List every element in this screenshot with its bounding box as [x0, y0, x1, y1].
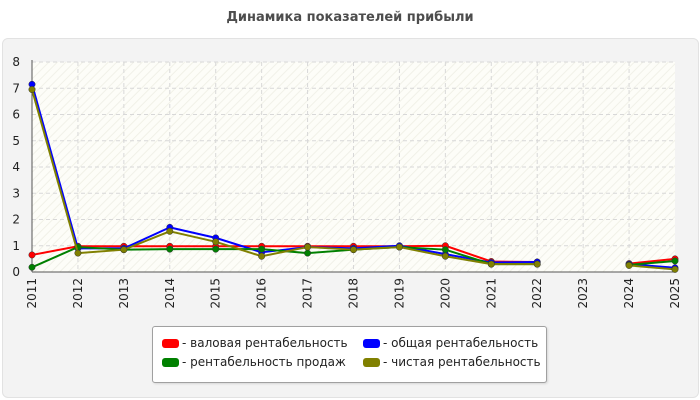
y-tick-label: 1 [12, 239, 20, 253]
data-point [533, 260, 541, 268]
y-tick-label: 5 [12, 134, 20, 148]
legend-swatch [363, 357, 380, 367]
data-point [671, 257, 679, 265]
legend-item: - чистая рентабельность [363, 354, 541, 370]
data-point [120, 246, 128, 254]
data-point [28, 263, 36, 271]
data-point [441, 252, 449, 260]
x-tick-label: 2018 [347, 278, 361, 309]
data-point [395, 243, 403, 251]
legend-item: - общая рентабельность [363, 335, 538, 351]
y-tick-label: 3 [12, 186, 20, 200]
grid-lines [32, 61, 675, 272]
x-tick-label: 2014 [163, 278, 177, 309]
y-tick-labels: 0 1 2 3 4 5 6 7 8 [12, 55, 20, 279]
series-line [31, 244, 538, 264]
series-line [628, 259, 676, 266]
y-tick-label: 4 [12, 160, 20, 174]
legend-label: - общая рентабельность [383, 336, 539, 350]
x-tick-label: 2021 [484, 278, 498, 309]
series-4 [28, 86, 679, 273]
y-tick-label: 8 [12, 55, 20, 69]
data-point [166, 245, 174, 253]
x-tick-label: 2011 [25, 278, 39, 309]
x-tick-label: 2012 [71, 278, 85, 309]
legend-item: - рентабельность продаж [162, 354, 346, 370]
legend-swatch [162, 338, 179, 348]
data-point [28, 86, 36, 94]
legend-label: - чистая рентабельность [383, 355, 541, 369]
x-tick-label: 2022 [530, 278, 544, 309]
series-line [628, 264, 676, 271]
data-point [212, 245, 220, 253]
data-point [258, 245, 266, 253]
x-tick-labels: 2011 2012 2013 2014 2015 2016 2017 2018 2019 2020… [25, 278, 682, 309]
x-tick-label: 2024 [622, 278, 636, 309]
data-point [441, 246, 449, 254]
data-point [212, 238, 220, 246]
chart-title: Динамика показателей прибыли [226, 10, 474, 25]
data-point [166, 227, 174, 235]
data-point [625, 261, 633, 269]
x-tick-label: 2013 [117, 278, 131, 309]
y-tick-label: 0 [12, 265, 20, 279]
x-tick-label: 2020 [438, 278, 452, 309]
series-lines [28, 80, 679, 273]
data-point [258, 252, 266, 260]
y-tick-label: 7 [12, 81, 20, 95]
y-tick-label: 6 [12, 108, 20, 122]
series-line [628, 257, 676, 265]
data-point [28, 251, 36, 259]
x-tick-label: 2025 [668, 278, 682, 309]
x-tick-label: 2019 [392, 278, 406, 309]
legend-swatch [162, 357, 179, 367]
data-point [74, 249, 82, 257]
data-point [350, 246, 357, 254]
legend-label: - рентабельность продаж [182, 355, 346, 369]
y-tick-label: 2 [12, 213, 20, 227]
data-point [487, 260, 495, 268]
axes [31, 60, 675, 273]
legend: - валовая рентабельность - общая рентабел… [152, 326, 547, 383]
data-point [304, 249, 312, 257]
series-line [31, 89, 538, 266]
legend-item: - валовая рентабельность [162, 335, 348, 351]
data-point [671, 265, 679, 273]
x-tick-label: 2017 [301, 278, 315, 309]
x-tick-label: 2016 [255, 278, 269, 309]
legend-label: - валовая рентабельность [182, 336, 348, 350]
x-tick-label: 2023 [576, 278, 590, 309]
data-point [304, 243, 312, 251]
legend-swatch [363, 338, 380, 348]
x-tick-label: 2015 [209, 278, 223, 309]
